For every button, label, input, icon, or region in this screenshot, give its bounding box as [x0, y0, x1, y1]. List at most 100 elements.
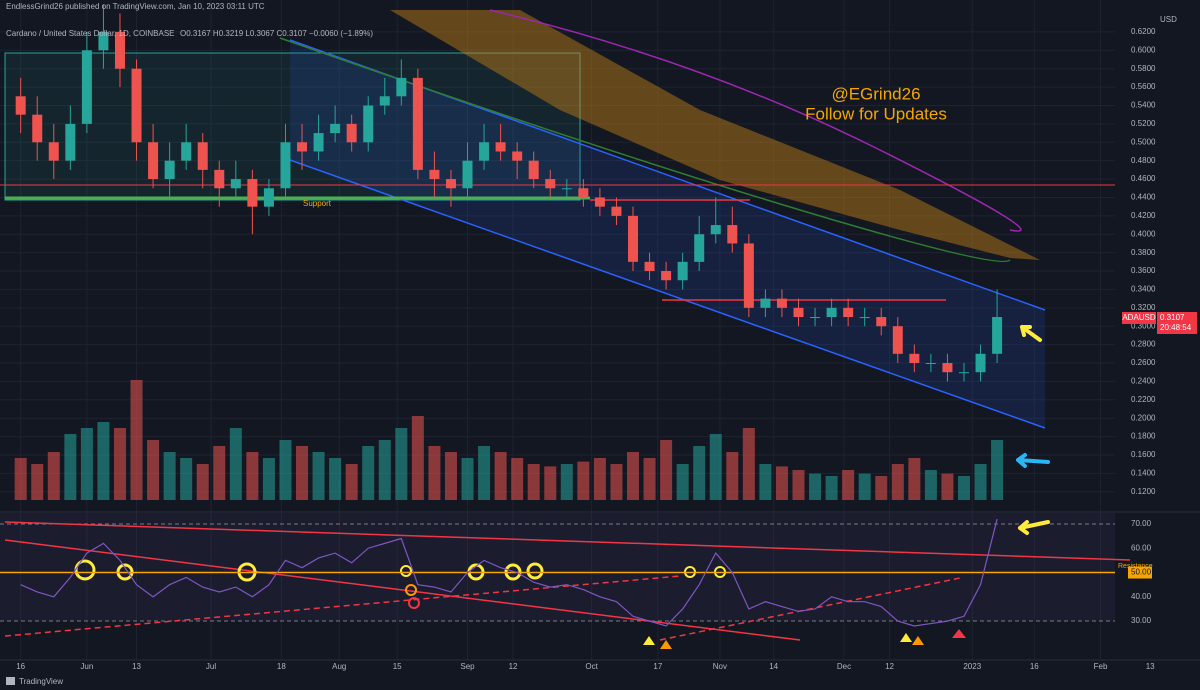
candle-body: [644, 261, 655, 272]
candle-body: [710, 225, 721, 235]
y-tick-label: 0.2600: [1131, 358, 1156, 367]
price-axis: [1115, 0, 1200, 690]
volume-bar: [80, 428, 93, 500]
channel-bottom: [289, 159, 1046, 429]
candle-body: [561, 188, 572, 190]
ohlc-legend: O0.3167 H0.3219 L0.3067 C0.3107 −0.0060 …: [180, 29, 373, 38]
candle-body: [892, 326, 903, 354]
y-tick-label: 60.00: [1131, 543, 1152, 552]
volume-bar: [544, 466, 557, 500]
candle-body: [909, 353, 920, 364]
trendline: [659, 577, 961, 641]
x-tick-label: 13: [132, 662, 141, 671]
candle-body: [810, 317, 821, 319]
candle-body: [297, 142, 308, 152]
symbol-tag: [1122, 312, 1156, 324]
volume-bar: [478, 446, 491, 500]
candle-body: [379, 96, 390, 106]
y-tick-label: 0.1600: [1131, 450, 1156, 459]
candle-body: [164, 160, 175, 180]
volume-bar: [279, 440, 292, 500]
volume-bar: [180, 458, 193, 500]
volume-bar: [775, 466, 788, 500]
volume-bar: [709, 434, 722, 500]
candle-body: [263, 188, 274, 207]
countdown: 20:48:54: [1160, 323, 1192, 332]
candle-body: [81, 50, 92, 124]
volume-bar: [246, 452, 259, 500]
candle-body: [992, 317, 1003, 354]
volume-bar: [891, 464, 904, 500]
ma-line: [279, 37, 1011, 263]
y-tick-label: 0.1800: [1131, 432, 1156, 441]
trendline: [4, 539, 801, 641]
logo: [6, 677, 15, 685]
volume-bar: [511, 458, 524, 500]
volume-bar: [875, 476, 888, 500]
volume-bar: [296, 446, 309, 500]
triangle: [952, 629, 966, 638]
series: [0, 4, 1115, 627]
candle-body: [545, 179, 556, 189]
x-tick-label: Jun: [80, 662, 93, 671]
resistance-label: Resistance: [1118, 563, 1153, 570]
volume-bar: [527, 464, 540, 500]
candle-body: [776, 298, 787, 308]
x-tick-label: 15: [393, 662, 402, 671]
candle-body: [462, 160, 473, 189]
candle-body: [694, 234, 705, 262]
x-tick-label: Aug: [332, 662, 346, 671]
candle-body: [479, 142, 490, 161]
candle-body: [512, 151, 523, 161]
y-tick-label: 40.00: [1131, 592, 1152, 601]
y-tick-label: 0.1400: [1131, 468, 1156, 477]
y-tick-label: 0.2200: [1131, 395, 1156, 404]
candle-body: [495, 142, 506, 152]
candle-body: [214, 169, 225, 189]
volume-bar: [213, 446, 226, 500]
x-tick-label: 14: [769, 662, 778, 671]
y-tick-label: 0.5600: [1131, 82, 1156, 91]
y-tick-label: 0.4400: [1131, 193, 1156, 202]
volume-bar: [395, 428, 408, 500]
candle-body: [396, 77, 407, 97]
volume-bar: [345, 464, 358, 500]
y-tick-label: 0.4600: [1131, 174, 1156, 183]
candle-body: [942, 363, 953, 373]
rsi-line: [20, 518, 998, 627]
y-tick-label: 0.4200: [1131, 211, 1156, 220]
volume-bar: [444, 452, 457, 500]
x-tick-label: 12: [885, 662, 894, 671]
candle-body: [114, 31, 125, 69]
candle-body: [65, 123, 76, 161]
candle-body: [330, 123, 341, 134]
rsi-band: [0, 513, 1115, 621]
x-tick-label: Feb: [1094, 662, 1108, 671]
volume-bar: [163, 452, 176, 500]
candle-body: [131, 68, 142, 143]
y-tick-label: 0.6000: [1131, 45, 1156, 54]
x-tick-label: 13: [1146, 662, 1155, 671]
symbol-legend: Cardano / United States Dollar, 1D, COIN…: [6, 29, 175, 38]
highlight-tag: [1128, 566, 1152, 579]
triangle: [900, 633, 912, 642]
arrows: [1016, 325, 1050, 535]
volume-bar: [941, 473, 954, 500]
y-tick-label: 0.1200: [1131, 487, 1156, 496]
volume-bar: [660, 440, 673, 500]
candle-body: [528, 160, 539, 180]
volume-bar: [14, 458, 27, 500]
candle-body: [445, 179, 456, 189]
volume-bar: [627, 452, 640, 500]
volume-bar: [974, 464, 987, 500]
volume-bar: [113, 428, 126, 500]
y-tick-label: 0.5000: [1131, 137, 1156, 146]
candle-body: [181, 142, 192, 161]
candle-body: [280, 142, 291, 189]
published-note: EndlessGrind26 published on TradingView.…: [6, 2, 265, 11]
candle-body: [48, 142, 59, 161]
candle-body: [412, 77, 423, 170]
y-tick-label: 0.5200: [1131, 119, 1156, 128]
volume-bar: [858, 473, 871, 500]
candle-body: [876, 317, 887, 327]
